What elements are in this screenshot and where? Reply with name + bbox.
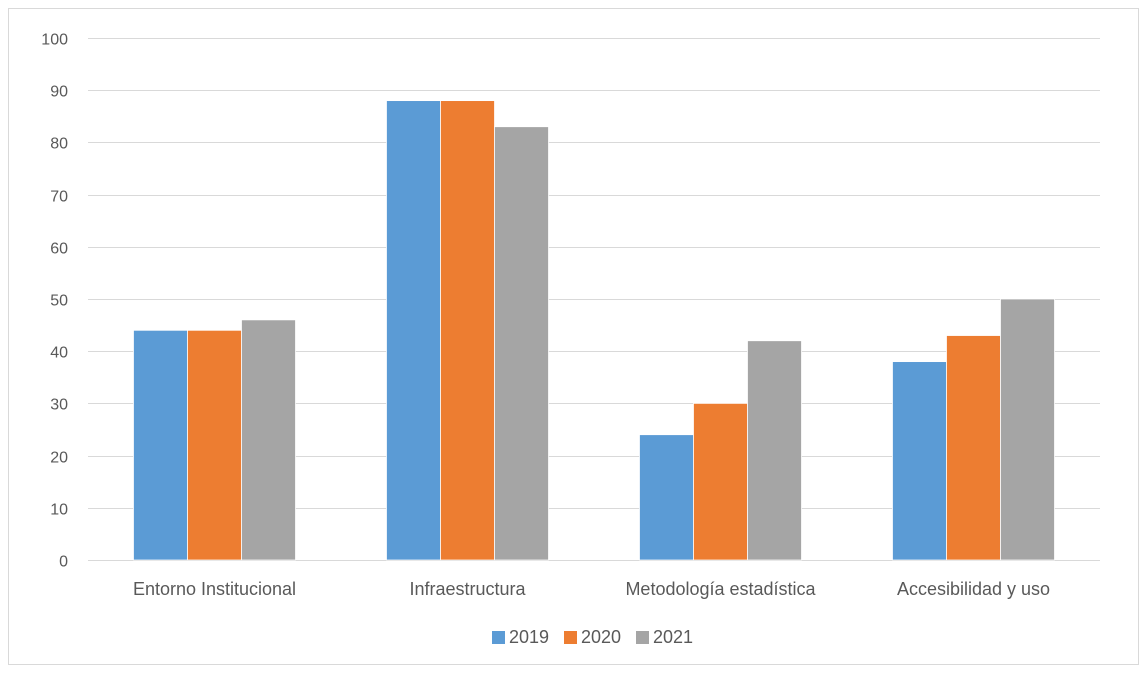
y-tick-label: 0	[59, 554, 68, 571]
bar-2021-3	[1000, 298, 1055, 561]
bar-2020-2	[693, 403, 748, 561]
bar-2019-3	[892, 361, 947, 561]
y-tick-label: 60	[50, 241, 68, 258]
bar-2021-2	[747, 340, 802, 561]
bar-2020-3	[946, 335, 1001, 561]
bar-2020-0	[187, 329, 242, 561]
legend-label-2021: 2021	[653, 627, 693, 647]
bar-2019-0	[133, 329, 188, 561]
x-axis-category-labels: Entorno Institucional Infraestructura Meto…	[133, 579, 1050, 599]
y-tick-label: 90	[50, 84, 68, 101]
bars	[133, 100, 1055, 561]
legend-label-2019: 2019	[509, 627, 549, 647]
legend-swatch-2019	[492, 631, 505, 644]
bar-2021-0	[241, 319, 296, 561]
chart-container: 0 10 20 30 40 50 60 70 80 90 100 Entorno Instituci…	[8, 8, 1139, 665]
y-tick-label: 100	[41, 32, 68, 49]
y-tick-label: 70	[50, 189, 68, 206]
bar-2020-1	[440, 100, 495, 561]
legend-swatch-2021	[636, 631, 649, 644]
bar-2019-1	[386, 100, 441, 561]
legend: 2019 2020 2021	[492, 627, 693, 647]
y-tick-label: 40	[50, 345, 68, 362]
bar-chart: 0 10 20 30 40 50 60 70 80 90 100 Entorno Instituci…	[41, 32, 1100, 647]
y-tick-label: 30	[50, 397, 68, 414]
y-axis-tick-labels: 0 10 20 30 40 50 60 70 80 90 100	[41, 32, 68, 571]
x-category-label: Accesibilidad y uso	[897, 579, 1050, 599]
x-category-label: Entorno Institucional	[133, 579, 296, 599]
bar-2019-2	[639, 434, 694, 561]
y-tick-label: 20	[50, 450, 68, 467]
y-tick-label: 80	[50, 136, 68, 153]
y-tick-label: 10	[50, 502, 68, 519]
y-tick-label: 50	[50, 293, 68, 310]
legend-swatch-2020	[564, 631, 577, 644]
legend-label-2020: 2020	[581, 627, 621, 647]
x-category-label: Metodología estadística	[625, 579, 816, 599]
x-category-label: Infraestructura	[409, 579, 526, 599]
bar-2021-1	[494, 126, 549, 561]
